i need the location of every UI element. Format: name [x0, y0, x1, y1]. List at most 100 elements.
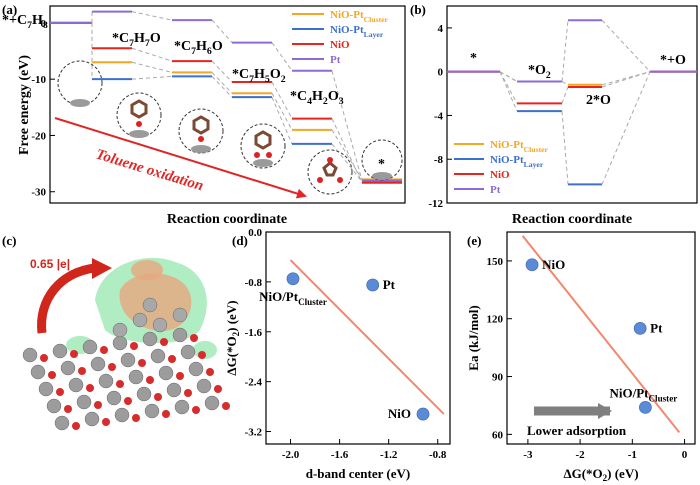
lattice-atom-o [176, 372, 184, 380]
panel-a-frame [49, 5, 406, 204]
panel-b-ytick-label: 4 [438, 23, 444, 35]
panel-b-legend-entry: Pt [490, 184, 501, 196]
lattice-atom-ni [142, 331, 158, 347]
lattice-atom-o [168, 355, 176, 363]
panel-b-legend-entry: NiO [490, 169, 510, 181]
panel-a-ytick-label: -30 [31, 187, 46, 199]
panel-b-connector [561, 20, 569, 82]
charge-transfer-arrow-head [92, 258, 112, 279]
panel-a-connector [131, 11, 173, 21]
panel-e-frame [506, 231, 696, 445]
panel-a-connector [131, 61, 173, 73]
charge-density-structure [22, 257, 230, 431]
panel-b-connector [499, 71, 518, 104]
toluene-oxidation-label: Toluene oxidation [94, 147, 205, 195]
lattice-atom-ni [166, 382, 182, 398]
panel-e-x-axis-title: ΔG(*O2) (eV) [563, 466, 638, 483]
lattice-atom-ni [68, 377, 84, 393]
panel-a-y-ticks: 0 -10 -20 -30 [31, 18, 55, 199]
lattice-atom-o [56, 388, 64, 396]
lattice-atom-o [154, 393, 162, 401]
panel-a-connector [271, 93, 293, 131]
lattice-atom-ni [174, 399, 190, 415]
lattice-atom-o [100, 346, 108, 354]
panel-b-y-ticks: 4 0 -4 -8 -12 [428, 23, 452, 210]
lattice-atom-o [222, 402, 230, 410]
panel-d-point-Pt [366, 278, 380, 292]
panel-b-connector [601, 71, 651, 88]
panel-a-ytick-label: 0 [41, 18, 47, 30]
lattice-atom-o [64, 405, 72, 413]
lattice-atom-o [162, 410, 170, 418]
panel-b-state-label: 2*O [586, 93, 611, 108]
panel-d-xtick-label: -1.6 [331, 449, 349, 461]
lattice-atom-o [116, 380, 124, 388]
lattice-atom-ni [180, 344, 196, 360]
panel-a-connector [271, 42, 293, 72]
panel-label-c: (c) [2, 233, 16, 248]
lattice-atom-ni [46, 398, 62, 414]
panel-d-y-axis-title: ΔG(*O2) (eV) [224, 300, 241, 375]
panel-e-ytick-label: 90 [492, 372, 504, 384]
panel-d-ytick-label: 0.0 [248, 227, 262, 239]
panel-a-legend-entry: NiO-PtLayer [330, 24, 384, 39]
panel-b-state-labels: * *O2 2*O *+O [470, 51, 686, 108]
panel-a-state-label: * [378, 157, 385, 172]
panel-a-energy-levels [50, 10, 402, 184]
panel-b-state-label: *+O [660, 53, 686, 68]
lattice-atom-o [70, 350, 78, 358]
panel-a-connector [211, 76, 233, 98]
panel-b-state-label: *O2 [528, 63, 551, 81]
panel-d-xtick-label: -0.8 [429, 449, 447, 461]
lattice-atom-ni [150, 348, 166, 364]
panel-e-point-Pt [633, 321, 647, 335]
lattice-atom-o [190, 334, 198, 342]
panel-b-connector [561, 86, 569, 104]
panel-d-marks: NiO/PtCluster Pt NiO [259, 259, 445, 421]
panel-e-point-label: NiO/PtCluster [609, 385, 677, 403]
lattice-atom-ni [196, 378, 212, 394]
panel-d-point-label: NiO/PtCluster [259, 289, 327, 307]
lattice-atom-o [138, 359, 146, 367]
lattice-atom-ni [128, 369, 144, 385]
panel-d-point-label: NiO [388, 406, 411, 421]
lattice-atom-o [206, 368, 214, 376]
panel-e-y-axis-title: Ea (kJ/mol) [466, 305, 481, 370]
molecule-inset-6 [361, 139, 403, 181]
cluster-atom-pt [132, 312, 148, 328]
lattice-atom-o [94, 401, 102, 409]
cluster-atom-pt [142, 297, 158, 313]
cluster-atom-pt [172, 307, 188, 323]
panel-a-connector [131, 47, 173, 62]
panel-b-connector [601, 71, 651, 86]
panel-a-ytick-label: -20 [31, 130, 46, 142]
lattice-atom-o [192, 406, 200, 414]
panel-a-connector [271, 96, 293, 145]
panel-b-frame [446, 5, 698, 204]
panel-e-xtick-label: -1 [628, 449, 637, 461]
lattice-atom-o [102, 418, 110, 426]
panel-a-state-labels: *+C7H8 *C7H7O *C7H6O *C7H5O2*C4H2O3 * [2, 13, 385, 172]
panel-e-ytick-label: 150 [487, 256, 504, 268]
panel-b-connector [499, 71, 518, 112]
panel-a-x-axis-title: Reaction coordinate [167, 212, 287, 227]
panel-d-xtick-label: -1.2 [380, 449, 398, 461]
panel-d-ytick-label: -2.4 [245, 377, 263, 389]
panel-a-state-label: *C4H2O3 [290, 89, 344, 107]
panel-b-connector [561, 81, 569, 86]
lower-adsorption-label: Lower adsorption [527, 423, 627, 438]
panel-d-fit-line [289, 259, 445, 415]
charge-transfer-label: 0.65 |e| [30, 257, 70, 271]
lattice-atom-ni [204, 395, 220, 411]
lattice-atom-o [184, 389, 192, 397]
panel-a-connector [331, 129, 363, 180]
panel-b-connector [561, 111, 569, 185]
toluene-oxidation-arrow [54, 117, 307, 199]
panel-a-state-label: *C7H5O2 [232, 67, 286, 85]
panel-b-legend-entry: NiO-PtCluster [490, 139, 549, 154]
molecule-inset-4 [240, 123, 286, 169]
panel-d-point-NiO [416, 407, 430, 421]
lattice-atom-ni [172, 327, 188, 343]
